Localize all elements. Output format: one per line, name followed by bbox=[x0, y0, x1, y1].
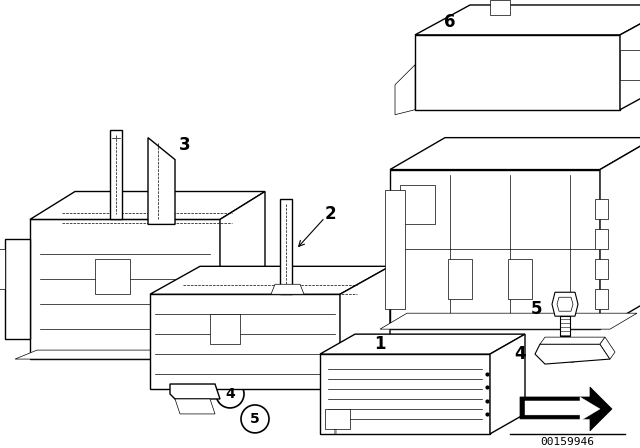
Polygon shape bbox=[380, 313, 637, 329]
Polygon shape bbox=[620, 5, 640, 110]
Polygon shape bbox=[150, 294, 340, 389]
Polygon shape bbox=[490, 334, 525, 434]
Polygon shape bbox=[525, 397, 600, 421]
Polygon shape bbox=[415, 35, 620, 110]
Polygon shape bbox=[535, 344, 610, 364]
Polygon shape bbox=[320, 354, 490, 434]
Polygon shape bbox=[148, 138, 175, 224]
Text: 5: 5 bbox=[531, 300, 541, 318]
Polygon shape bbox=[595, 289, 608, 309]
Text: 2: 2 bbox=[324, 206, 336, 224]
Polygon shape bbox=[280, 199, 292, 294]
Polygon shape bbox=[390, 138, 640, 169]
Polygon shape bbox=[210, 314, 240, 344]
Polygon shape bbox=[600, 138, 640, 329]
Polygon shape bbox=[220, 191, 265, 359]
Polygon shape bbox=[595, 199, 608, 220]
Text: 00159946: 00159946 bbox=[540, 437, 594, 447]
Polygon shape bbox=[390, 169, 600, 329]
Polygon shape bbox=[490, 0, 510, 15]
Polygon shape bbox=[150, 266, 390, 294]
Text: 5: 5 bbox=[250, 412, 260, 426]
Text: 4: 4 bbox=[225, 387, 235, 401]
Polygon shape bbox=[15, 350, 257, 359]
Polygon shape bbox=[415, 5, 640, 35]
Polygon shape bbox=[385, 190, 405, 309]
Polygon shape bbox=[0, 250, 5, 289]
Polygon shape bbox=[595, 259, 608, 279]
Polygon shape bbox=[560, 316, 570, 336]
Polygon shape bbox=[170, 384, 220, 399]
Polygon shape bbox=[552, 292, 578, 316]
Circle shape bbox=[241, 405, 269, 433]
Text: 1: 1 bbox=[374, 335, 386, 353]
Text: II: II bbox=[333, 429, 337, 435]
Polygon shape bbox=[595, 229, 608, 250]
Polygon shape bbox=[325, 409, 350, 429]
Text: 4: 4 bbox=[514, 345, 526, 363]
Polygon shape bbox=[520, 387, 612, 431]
Polygon shape bbox=[235, 350, 257, 374]
Polygon shape bbox=[320, 334, 525, 354]
Polygon shape bbox=[110, 129, 122, 220]
Circle shape bbox=[216, 380, 244, 408]
Text: 3: 3 bbox=[179, 136, 191, 154]
Polygon shape bbox=[508, 259, 532, 299]
Polygon shape bbox=[340, 266, 390, 389]
Polygon shape bbox=[175, 399, 215, 414]
Polygon shape bbox=[557, 297, 573, 311]
Polygon shape bbox=[30, 191, 265, 220]
Polygon shape bbox=[600, 337, 615, 359]
Polygon shape bbox=[448, 259, 472, 299]
Polygon shape bbox=[620, 50, 640, 80]
Polygon shape bbox=[95, 259, 130, 294]
Polygon shape bbox=[271, 284, 304, 294]
Polygon shape bbox=[540, 337, 605, 344]
Polygon shape bbox=[395, 65, 415, 115]
Polygon shape bbox=[400, 185, 435, 224]
Polygon shape bbox=[30, 220, 220, 359]
Text: 6: 6 bbox=[444, 13, 456, 31]
Polygon shape bbox=[5, 239, 30, 339]
